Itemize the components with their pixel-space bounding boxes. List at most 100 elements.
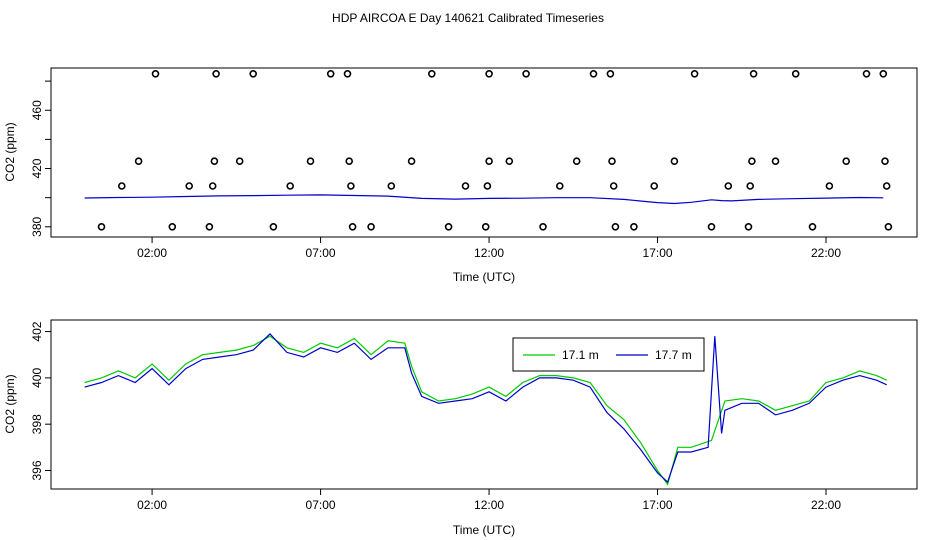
top-data-point [606,70,615,78]
top-data-point [444,223,453,231]
series-line-1 [84,333,887,484]
top-data-point [485,157,493,165]
top-y-tick-label: 460 [30,100,44,120]
top-data-point [269,223,278,231]
bottom-x-tick-label: 17:00 [643,498,673,512]
top-y-axis: 380 420 460 [30,80,51,237]
bottom-series-group [84,333,887,486]
top-data-point [427,70,436,78]
top-data-point [407,157,416,165]
top-y-tick-label: 380 [30,216,44,236]
top-data-point [367,223,375,231]
top-data-point [881,157,889,165]
top-data-point [862,70,871,78]
top-data-point [791,70,800,78]
top-data-point [208,182,217,190]
top-data-point [609,182,618,190]
top-plot-frame [50,67,918,238]
bottom-panel: 02:00 07:00 12:00 17:00 22:00 396 398 400 402 T… [3,319,918,537]
top-data-point [306,157,315,165]
top-data-point [748,157,756,165]
top-data-point [724,182,733,190]
top-data-point [249,70,257,78]
top-data-point [608,157,616,165]
top-x-tick-label: 02:00 [137,246,167,260]
top-series-line [84,194,884,205]
top-data-point [348,223,357,231]
top-data-point [151,70,160,78]
top-points-group [97,70,893,231]
top-x-tick-label: 07:00 [306,246,336,260]
top-data-point [210,157,219,165]
top-y-tick-label: 420 [30,158,44,178]
bottom-x-axis: 02:00 07:00 12:00 17:00 22:00 [137,489,841,512]
bottom-x-tick-label: 02:00 [137,498,167,512]
top-data-point [387,182,396,190]
top-x-axis-label: Time (UTC) [453,270,515,284]
top-data-point [185,182,193,190]
top-data-point [345,157,354,165]
top-data-point [539,223,547,231]
top-data-point [522,70,530,78]
top-data-point [707,223,716,231]
top-x-tick-label: 12:00 [474,246,504,260]
top-data-point [611,223,620,231]
top-data-point [134,157,143,165]
top-data-point [97,223,106,231]
top-data-point [771,157,780,165]
top-data-point [808,223,817,231]
top-data-point [505,157,514,165]
top-data-point [343,70,352,78]
chart-title: HDP AIRCOA E Day 140621 Calibrated Times… [332,11,604,25]
top-data-point [630,223,638,231]
top-x-axis: 02:00 07:00 12:00 17:00 22:00 [137,237,841,260]
top-data-point [690,70,699,78]
top-data-point [879,70,888,78]
top-data-point [555,182,564,190]
top-data-point [205,223,214,231]
top-data-point [118,182,126,190]
top-data-point [485,70,493,78]
top-data-point [749,70,758,78]
bottom-y-tick-label: 398 [30,414,44,434]
top-data-point [572,157,581,165]
top-x-tick-label: 17:00 [643,246,673,260]
top-data-point [168,223,177,231]
top-data-point [235,157,244,165]
bottom-plot-frame [50,319,918,490]
bottom-x-tick-label: 22:00 [811,498,841,512]
top-data-point [746,182,755,190]
bottom-x-tick-label: 12:00 [474,498,504,512]
top-data-point [842,157,851,165]
top-data-point [650,182,659,190]
top-data-point [326,70,335,78]
top-panel: 02:00 07:00 12:00 17:00 22:00 380 420 460 Time… [3,67,918,284]
top-data-point [286,182,295,190]
top-data-point [461,182,470,190]
bottom-y-tick-label: 402 [30,321,44,341]
top-data-point [884,223,893,231]
legend-label-0: 17.1 m [562,348,599,362]
top-data-point [483,182,492,190]
top-series-line-group [84,194,884,205]
top-data-point [825,182,834,190]
bottom-y-tick-label: 400 [30,368,44,388]
bottom-y-axis: 396 398 400 402 [30,321,51,480]
top-data-point [212,70,220,78]
legend: 17.1 m 17.7 m [512,337,705,372]
bottom-y-tick-label: 396 [30,460,44,480]
top-data-point [347,182,355,190]
top-data-point [882,182,891,190]
bottom-x-axis-label: Time (UTC) [453,523,515,537]
top-data-point [481,223,490,231]
top-data-point [589,70,598,78]
top-x-tick-label: 22:00 [811,246,841,260]
bottom-x-tick-label: 07:00 [306,498,336,512]
top-data-point [670,157,679,165]
top-y-axis-label: CO2 (ppm) [3,122,17,181]
top-data-point [744,223,753,231]
bottom-y-axis-label: CO2 (ppm) [3,374,17,433]
legend-label-1: 17.7 m [655,348,692,362]
series-line-0 [84,335,887,486]
